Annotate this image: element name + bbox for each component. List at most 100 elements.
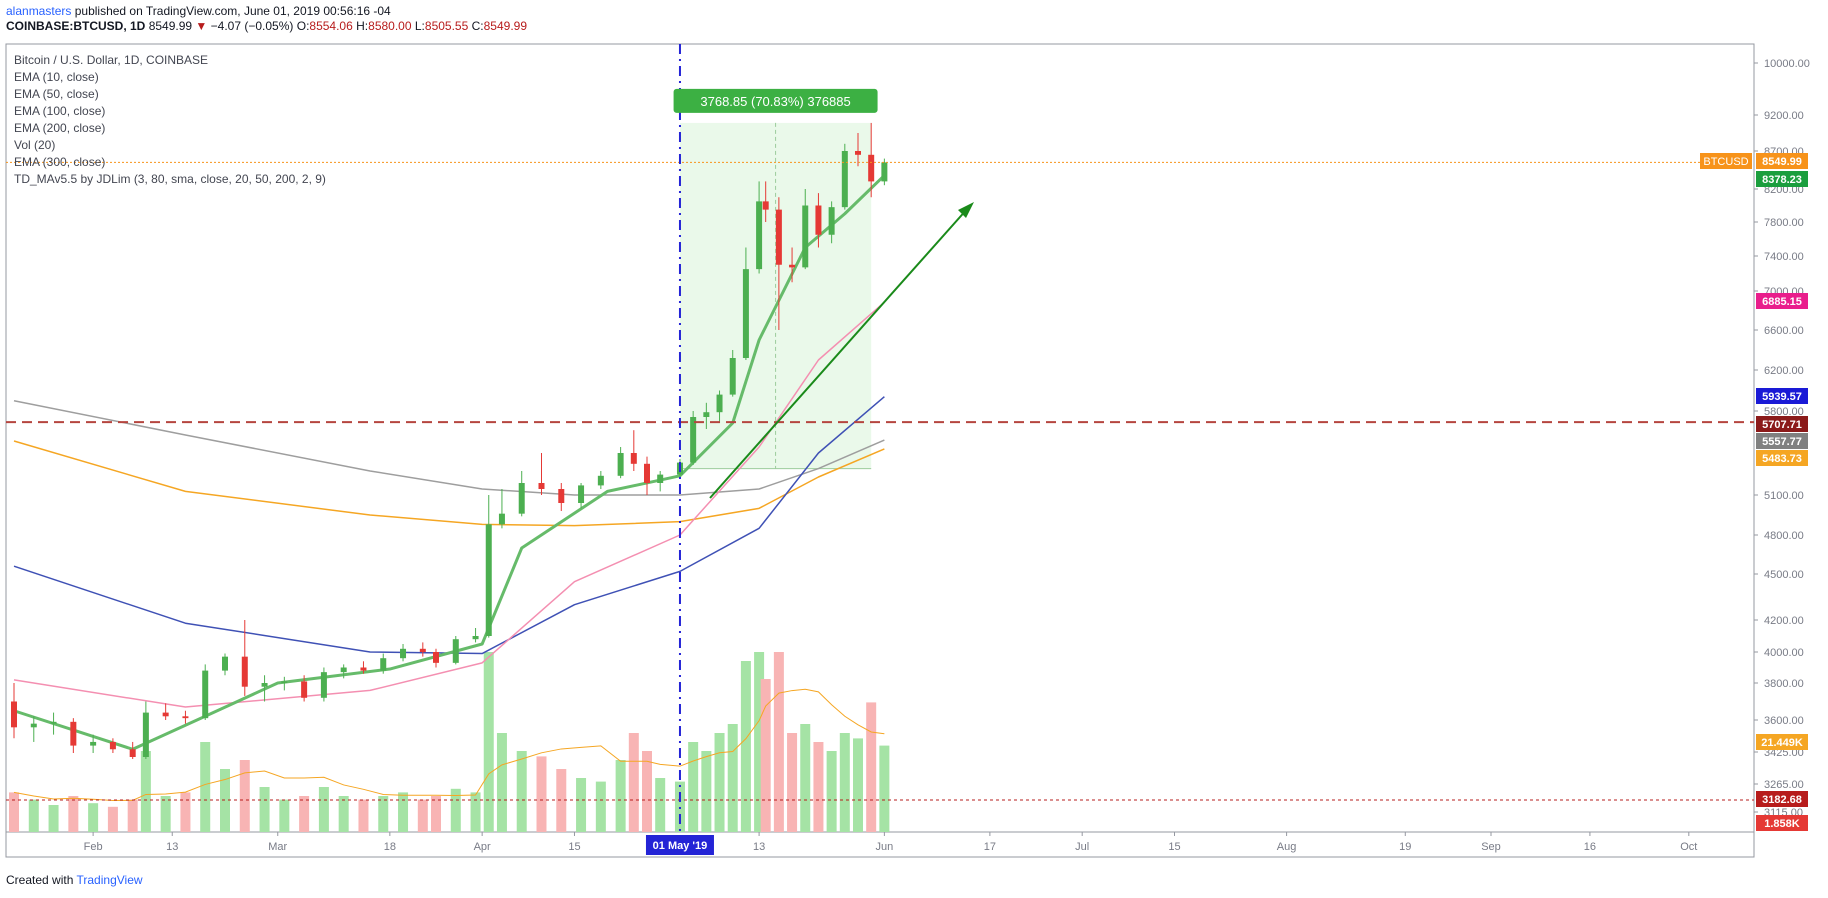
low-value: 8505.55 (424, 19, 469, 33)
last-price: 8549.99 (148, 19, 193, 33)
volume-bar (787, 733, 798, 832)
candle-body (762, 201, 769, 210)
candle-body (868, 154, 875, 182)
plot-frame (5, 43, 1755, 858)
y-tick-label: 6600.00 (1764, 325, 1804, 337)
x-tick-label: 13 (753, 841, 765, 853)
volume-bar (398, 792, 409, 832)
volume-bar (9, 792, 19, 832)
high-label: H: (356, 19, 369, 33)
author-link[interactable]: alanmasters (6, 4, 72, 18)
price-tag-name: BTCUSD (1703, 156, 1748, 168)
candle-body (281, 681, 288, 683)
volume-bar (714, 733, 725, 832)
price-tag-value: 1.858K (1764, 818, 1800, 830)
candle-body (241, 656, 248, 687)
trend-arrow-head (958, 202, 974, 218)
candle-body (578, 485, 585, 503)
volume-bar (140, 751, 151, 832)
volume-bar (180, 792, 191, 832)
candle-body (775, 209, 782, 265)
x-tick-label: 16 (1584, 841, 1596, 853)
volume-bar (88, 803, 99, 832)
y-tick-label: 3600.00 (1764, 715, 1804, 727)
candle-body (644, 463, 650, 483)
x-tick-label: Feb (84, 841, 103, 853)
candle-body (538, 483, 545, 489)
x-tick-label: Jul (1075, 841, 1089, 853)
x-tick-label: 15 (1168, 841, 1180, 853)
tradingview-link[interactable]: TradingView (76, 873, 143, 887)
volume-bar (338, 796, 349, 832)
price-tag-box (1756, 433, 1808, 449)
candle-body (716, 394, 723, 413)
x-tick-label: Apr (474, 841, 491, 853)
date-marker-label: 01 May '19 (653, 840, 708, 852)
candle-body (657, 474, 664, 483)
y-tick-label: 6200.00 (1764, 365, 1804, 377)
volume-bar (853, 738, 863, 832)
candle-body (881, 162, 888, 182)
created-with-text: Created with (6, 873, 74, 887)
volume-bar (378, 796, 389, 832)
published-text: published on TradingView.com, June 01, 2… (74, 4, 391, 18)
volume-ma-line (13, 688, 885, 802)
measure-label-box (673, 88, 878, 113)
volume-bar (740, 661, 751, 832)
candle-body (729, 358, 736, 395)
price-tag-box (1756, 734, 1808, 750)
volume-bar (642, 751, 652, 832)
volume-bar (813, 742, 824, 832)
volume-bar (556, 769, 567, 832)
volume-bar (800, 724, 811, 832)
candle-body (597, 475, 604, 486)
volume-bar (358, 799, 369, 832)
volume-bar (48, 805, 59, 832)
volume-bar (318, 787, 329, 832)
candle-body (400, 648, 407, 659)
volume-bar (220, 769, 230, 832)
candle-body (129, 749, 136, 757)
ema-200-line (13, 440, 885, 527)
volume-bar (536, 756, 547, 832)
legend-entry: EMA (50, close) (14, 87, 99, 101)
footer: Created with TradingView (6, 873, 143, 887)
volume-bar (754, 652, 765, 832)
candle-body (30, 723, 37, 728)
volume-bar (701, 751, 712, 832)
change-value: −4.07 (−0.05%) (210, 19, 294, 33)
price-tag-value: 8549.99 (1762, 156, 1802, 168)
candle-body (433, 652, 439, 663)
candle-body (419, 648, 426, 652)
trend-arrow-line[interactable] (709, 207, 969, 499)
volume-bar (866, 702, 877, 832)
volume-bar (299, 796, 310, 832)
candle-body (162, 712, 169, 717)
y-tick-label: 4500.00 (1764, 569, 1804, 581)
candle-body (690, 417, 697, 463)
price-tag-name-box (1700, 153, 1752, 169)
x-tick-label: Mar (268, 841, 287, 853)
price-tag-box (1756, 153, 1808, 169)
x-tick-label: Aug (1277, 841, 1297, 853)
price-tag-value: 6885.15 (1762, 296, 1802, 308)
volume-bar (259, 787, 270, 832)
candle-body (202, 670, 209, 719)
symbol-label: COINBASE:BTCUSD, 1D (6, 19, 146, 33)
volume-bar (496, 733, 507, 832)
candle-body (485, 524, 492, 636)
candle-body (90, 741, 97, 746)
price-tag-value: 5557.77 (1762, 436, 1802, 448)
y-tick-label: 3800.00 (1764, 678, 1804, 690)
y-tick-label: 4000.00 (1764, 647, 1804, 659)
candle-body (182, 716, 189, 719)
measure-label-text: 3768.85 (70.83%) 376885 (700, 94, 850, 109)
price-tag-box (1756, 171, 1808, 187)
volume-bar (615, 760, 626, 832)
ema-10-line (13, 174, 886, 751)
volume-bar (576, 778, 587, 832)
candle-body (70, 721, 77, 746)
x-tick-label: 15 (568, 841, 580, 853)
legend-entry: EMA (10, close) (14, 70, 99, 84)
